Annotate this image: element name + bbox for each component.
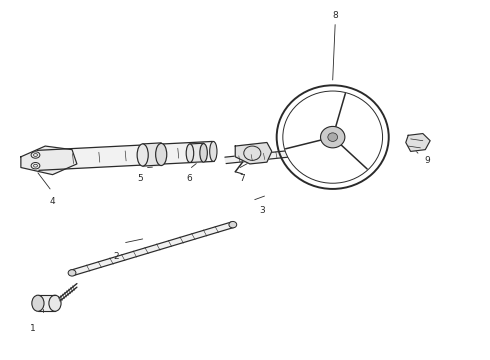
Polygon shape — [71, 222, 234, 275]
Polygon shape — [406, 134, 430, 152]
Text: 2: 2 — [113, 252, 119, 261]
Text: 3: 3 — [259, 206, 265, 215]
Ellipse shape — [186, 144, 194, 162]
Ellipse shape — [137, 144, 148, 166]
Polygon shape — [21, 146, 77, 175]
Polygon shape — [225, 143, 365, 163]
Text: 6: 6 — [186, 174, 192, 183]
Ellipse shape — [200, 144, 207, 162]
Ellipse shape — [229, 221, 237, 228]
Ellipse shape — [68, 270, 76, 276]
Ellipse shape — [283, 91, 383, 183]
Ellipse shape — [32, 295, 44, 311]
Polygon shape — [235, 143, 272, 164]
Text: 9: 9 — [425, 156, 431, 165]
Ellipse shape — [328, 133, 338, 141]
Text: 5: 5 — [137, 174, 143, 183]
Text: 8: 8 — [332, 11, 338, 20]
Ellipse shape — [156, 143, 167, 166]
Text: 4: 4 — [49, 197, 55, 206]
Polygon shape — [37, 141, 214, 170]
Text: 7: 7 — [240, 174, 245, 183]
Text: 1: 1 — [30, 324, 36, 333]
Ellipse shape — [320, 126, 345, 148]
Ellipse shape — [49, 295, 61, 311]
Ellipse shape — [210, 141, 217, 161]
